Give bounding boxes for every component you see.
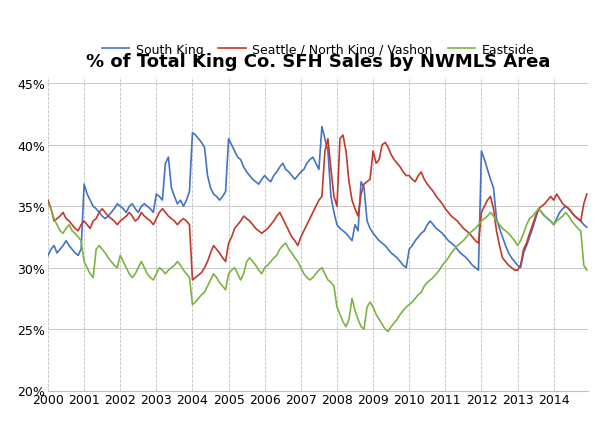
- Eastside: [249, 260, 256, 265]
- Seattle / North King / Vashon: [252, 226, 259, 231]
- Seattle / North King / Vashon: [583, 192, 590, 197]
- South King: [44, 253, 52, 258]
- South King: [583, 225, 590, 230]
- South King: [156, 194, 163, 200]
- Line: Seattle / North King / Vashon: Seattle / North King / Vashon: [48, 136, 587, 280]
- Eastside: [385, 329, 392, 334]
- South King: [107, 210, 115, 216]
- Title: % of Total King Co. SFH Sales by NWMLS Area: % of Total King Co. SFH Sales by NWMLS A…: [86, 53, 550, 71]
- Seattle / North King / Vashon: [189, 278, 196, 283]
- South King: [571, 214, 578, 219]
- South King: [529, 226, 536, 231]
- Eastside: [568, 219, 575, 224]
- South King: [475, 268, 482, 273]
- Eastside: [583, 268, 590, 273]
- Seattle / North King / Vashon: [53, 217, 61, 222]
- Eastside: [44, 202, 52, 207]
- Eastside: [53, 223, 61, 228]
- Eastside: [107, 260, 115, 265]
- Line: Eastside: Eastside: [48, 204, 587, 332]
- Seattle / North King / Vashon: [571, 214, 578, 219]
- Seattle / North King / Vashon: [107, 217, 115, 222]
- Seattle / North King / Vashon: [156, 210, 163, 216]
- South King: [249, 177, 256, 182]
- South King: [319, 125, 326, 130]
- Seattle / North King / Vashon: [529, 223, 536, 228]
- Legend: South King, Seattle / North King / Vashon, Eastside: South King, Seattle / North King / Vasho…: [102, 44, 534, 57]
- Seattle / North King / Vashon: [44, 198, 52, 203]
- South King: [53, 251, 61, 256]
- Eastside: [526, 217, 533, 222]
- Seattle / North King / Vashon: [340, 133, 347, 138]
- Line: South King: South King: [48, 127, 587, 270]
- Eastside: [156, 266, 163, 271]
